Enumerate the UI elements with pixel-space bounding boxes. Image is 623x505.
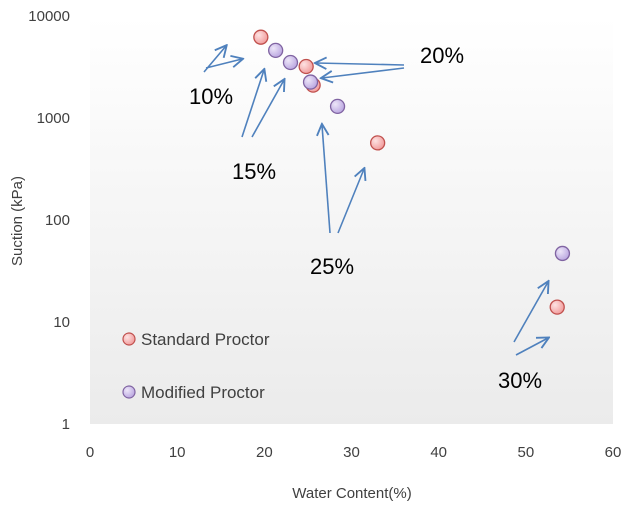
y-tick-label: 10000 bbox=[28, 8, 70, 25]
arrow-25-a bbox=[322, 125, 331, 234]
y-axis-ticks: 1 10 100 1000 10000 bbox=[28, 8, 70, 433]
data-point-modified bbox=[268, 42, 284, 59]
x-tick-label: 10 bbox=[169, 444, 186, 461]
x-axis-ticks: 0 10 20 30 40 50 60 bbox=[86, 444, 622, 461]
x-axis-title: Water Content(%) bbox=[292, 485, 411, 502]
data-point-standard bbox=[549, 299, 565, 315]
legend-marker-standard bbox=[122, 332, 136, 346]
y-tick-label: 1 bbox=[62, 416, 70, 433]
arrow-20-b bbox=[322, 67, 405, 78]
legend: Standard Proctor Modified Proctor bbox=[122, 330, 270, 402]
x-tick-label: 30 bbox=[343, 444, 360, 461]
legend-label-modified: Modified Proctor bbox=[141, 383, 265, 402]
plot-area bbox=[90, 16, 613, 424]
annotation-10: 10% bbox=[189, 84, 233, 109]
x-tick-label: 40 bbox=[430, 444, 447, 461]
legend-marker-modified bbox=[122, 385, 136, 399]
data-point-standard bbox=[369, 135, 386, 151]
annotation-20: 20% bbox=[420, 43, 464, 68]
y-tick-label: 10 bbox=[53, 314, 70, 331]
y-tick-label: 1000 bbox=[37, 110, 70, 127]
arrow-10-b bbox=[205, 59, 242, 69]
legend-label-standard: Standard Proctor bbox=[141, 330, 270, 349]
x-tick-label: 60 bbox=[605, 444, 622, 461]
arrow-15-b bbox=[251, 80, 284, 138]
data-point-modified bbox=[554, 245, 571, 262]
arrow-30-b bbox=[515, 338, 548, 356]
annotation-25: 25% bbox=[310, 254, 354, 279]
annotation-arrows bbox=[203, 46, 548, 356]
y-axis-title: Suction (kPa) bbox=[9, 176, 26, 266]
data-point-standard bbox=[253, 29, 269, 45]
arrow-15-a bbox=[241, 70, 264, 138]
data-points bbox=[253, 29, 571, 315]
annotation-30: 30% bbox=[498, 368, 542, 393]
arrow-25-b bbox=[337, 169, 364, 234]
x-tick-label: 0 bbox=[86, 444, 94, 461]
arrow-20-a bbox=[316, 63, 405, 65]
data-point-standard bbox=[298, 58, 314, 75]
x-tick-label: 20 bbox=[256, 444, 273, 461]
arrow-30-a bbox=[513, 282, 548, 343]
annotation-15: 15% bbox=[232, 159, 276, 184]
data-point-modified bbox=[329, 98, 346, 115]
data-point-modified bbox=[282, 54, 299, 71]
x-tick-label: 50 bbox=[517, 444, 534, 461]
data-point-modified bbox=[302, 74, 319, 90]
y-tick-label: 100 bbox=[45, 212, 70, 229]
